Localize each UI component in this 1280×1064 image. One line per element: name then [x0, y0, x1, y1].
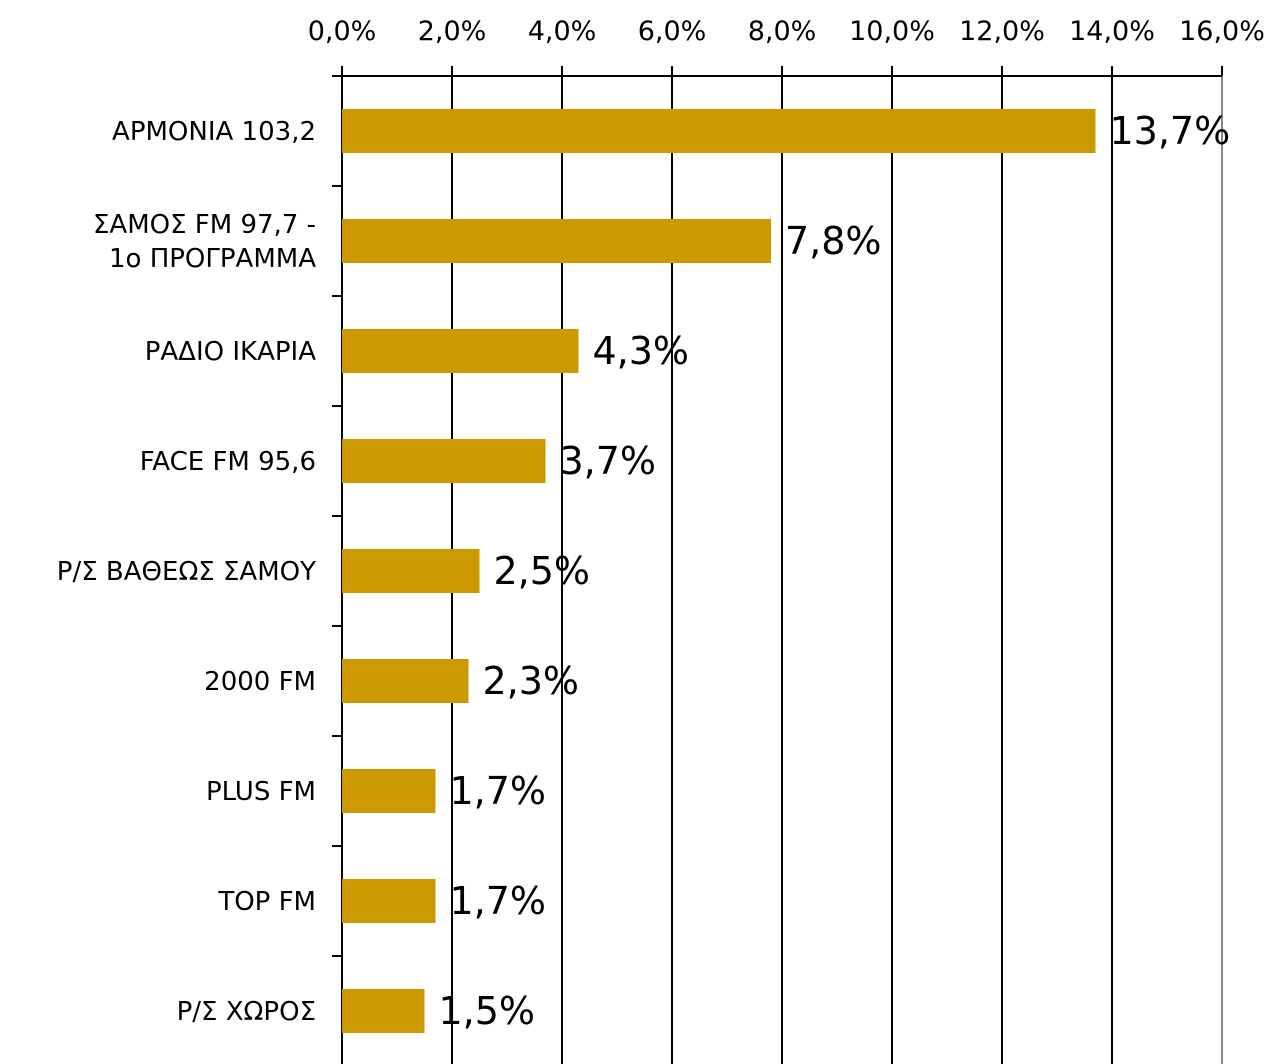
value-label: 1,5% [439, 989, 536, 1033]
bar [342, 989, 425, 1033]
bar [342, 659, 469, 703]
y-tick-label: ΡΑΔΙΟ ΙΚΑΡΙΑ [145, 337, 316, 367]
y-tick-label: ΑΡΜΟΝΙΑ 103,2 [112, 117, 316, 147]
y-tick-label: FACE FM 95,6 [140, 447, 316, 477]
x-tick-label: 4,0% [528, 16, 597, 47]
x-tick-label: 6,0% [638, 16, 707, 47]
value-label: 2,3% [483, 659, 580, 703]
bar [342, 879, 436, 923]
bar [342, 329, 579, 373]
bar [342, 219, 771, 263]
x-tick-label: 14,0% [1069, 16, 1155, 47]
x-tick-label: 8,0% [748, 16, 817, 47]
y-tick-label: 2000 FM [204, 667, 316, 697]
value-label: 1,7% [450, 879, 547, 923]
value-label: 4,3% [593, 329, 690, 373]
y-tick-label: PLUS FM [206, 777, 316, 807]
x-tick-label: 12,0% [959, 16, 1045, 47]
y-tick-label: ΣΑΜΟΣ FM 97,7 -1ο ΠΡΟΓΡΑΜΜΑ [93, 210, 316, 274]
value-label: 2,5% [494, 549, 591, 593]
y-tick-label: TOP FM [217, 887, 316, 917]
value-label: 7,8% [785, 219, 882, 263]
value-label: 3,7% [560, 439, 657, 483]
bar [342, 439, 546, 483]
value-label: 13,7% [1110, 109, 1231, 153]
x-tick-label: 16,0% [1179, 16, 1265, 47]
y-tick-label: Ρ/Σ ΧΩΡΟΣ [177, 997, 316, 1027]
y-tick-label: Ρ/Σ ΒΑΘΕΩΣ ΣΑΜΟΥ [57, 557, 316, 587]
x-tick-label: 2,0% [418, 16, 487, 47]
x-tick-label: 10,0% [849, 16, 935, 47]
bar [342, 549, 480, 593]
value-label: 1,7% [450, 769, 547, 813]
x-tick-label: 0,0% [308, 16, 377, 47]
bar [342, 769, 436, 813]
bar [342, 109, 1096, 153]
